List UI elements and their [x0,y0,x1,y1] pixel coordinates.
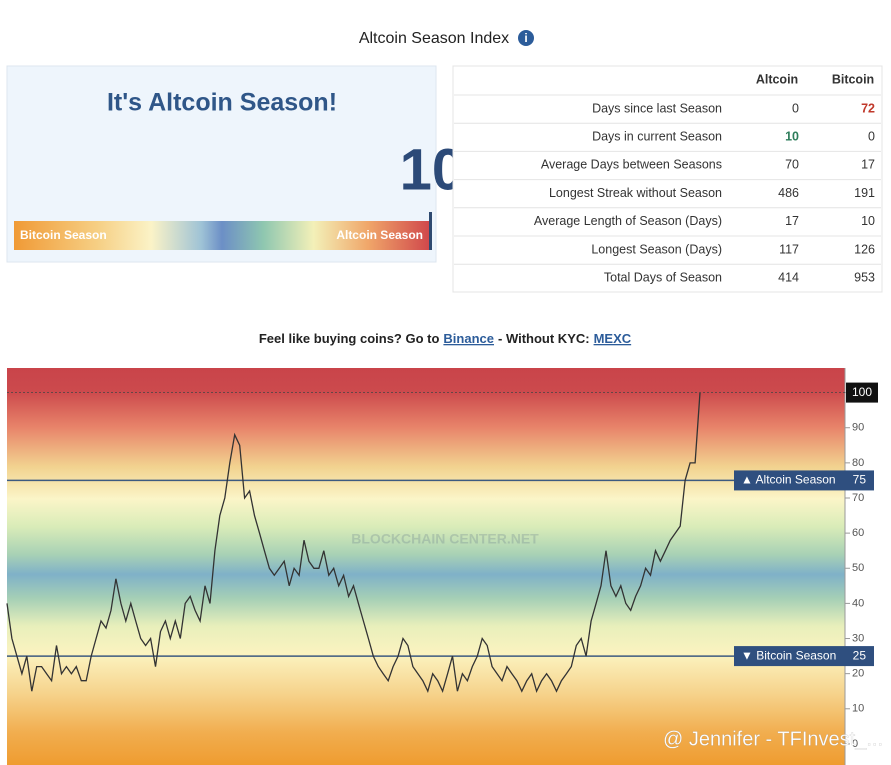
row-label: Average Days between Seasons [541,158,722,172]
y-tick-label: 40 [852,597,864,609]
watermark: BLOCKCHAIN CENTER.NET [351,531,539,547]
y-tick-label: 20 [852,668,864,680]
y-tick-label: 80 [852,457,864,469]
table-cell: 70 [785,158,799,172]
y-axis-area [845,368,882,765]
y-tick-label: 0 [852,738,858,750]
threshold-label: ▼ Bitcoin Season [741,648,836,662]
mexc-link[interactable]: MEXC [594,331,632,346]
promo-text: Feel like buying coins? Go to [259,331,440,346]
threshold-badge [734,470,874,491]
y-tick-label: 90 [852,422,864,434]
table-cell: 17 [861,158,875,172]
gauge-min-label: Bitcoin Season [20,228,107,242]
chart: 0 10 20 30 40 50 60 70 80 90 100 BLOCKCHAIN CENTER.… [6,368,883,765]
chart-background [7,368,845,765]
y-tick-label: 60 [852,527,864,539]
page-title: Altcoin Season Index [359,30,509,47]
y-tick-label: 30 [852,632,864,644]
row-label: Longest Season (Days) [591,242,722,256]
threshold-badge [734,646,874,667]
gauge-max-label: Altcoin Season [336,228,423,242]
table-cell: 414 [778,270,799,284]
table-cell: 126 [854,242,875,256]
row-label: Longest Streak without Season [549,186,722,200]
row-label: Days in current Season [592,129,722,143]
table-cell: 117 [779,242,799,256]
stats-table: Altcoin Bitcoin Days since last Season 0 72 D… [452,65,883,293]
current-value-label: 100 [852,385,872,399]
current-value-badge [846,382,878,403]
info-glyph: i [524,31,527,45]
table-cell: 72 [861,101,875,115]
table-cell: 191 [854,186,875,200]
info-icon[interactable] [518,30,534,46]
index-line [6,392,701,694]
threshold-label: ▲ Altcoin Season [741,473,836,487]
table-cell: 0 [792,101,799,115]
gauge-bar [14,221,430,250]
table-cell: 10 [785,129,799,143]
table-frame [452,65,883,293]
y-tick-label: 50 [852,562,864,574]
row-label: Average Length of Season (Days) [534,214,722,228]
row-label: Days since last Season [592,101,722,115]
column-header: Bitcoin [832,72,874,86]
table-cell: 953 [854,270,875,284]
threshold-value: 75 [853,473,867,487]
table-cell: 486 [778,186,799,200]
gauge-headline: It's Altcoin Season! [107,89,337,117]
y-tick-label: 70 [852,492,864,504]
y-tick-label: 10 [852,703,864,715]
gauge-marker [429,212,432,250]
column-header: Altcoin [756,72,798,86]
promo-text: - Without KYC: [498,331,590,346]
table-cell: 10 [861,214,875,228]
threshold-value: 25 [853,648,867,662]
table-cell: 17 [785,214,799,228]
promo-line: Feel like buying coins? Go to Binance - Wi… [259,331,632,346]
table-cell: 0 [868,129,875,143]
binance-link[interactable]: Binance [443,331,494,346]
row-label: Total Days of Season [604,270,722,284]
overlay-watermark: @ Jennifer - TFInvest_... [663,728,883,750]
